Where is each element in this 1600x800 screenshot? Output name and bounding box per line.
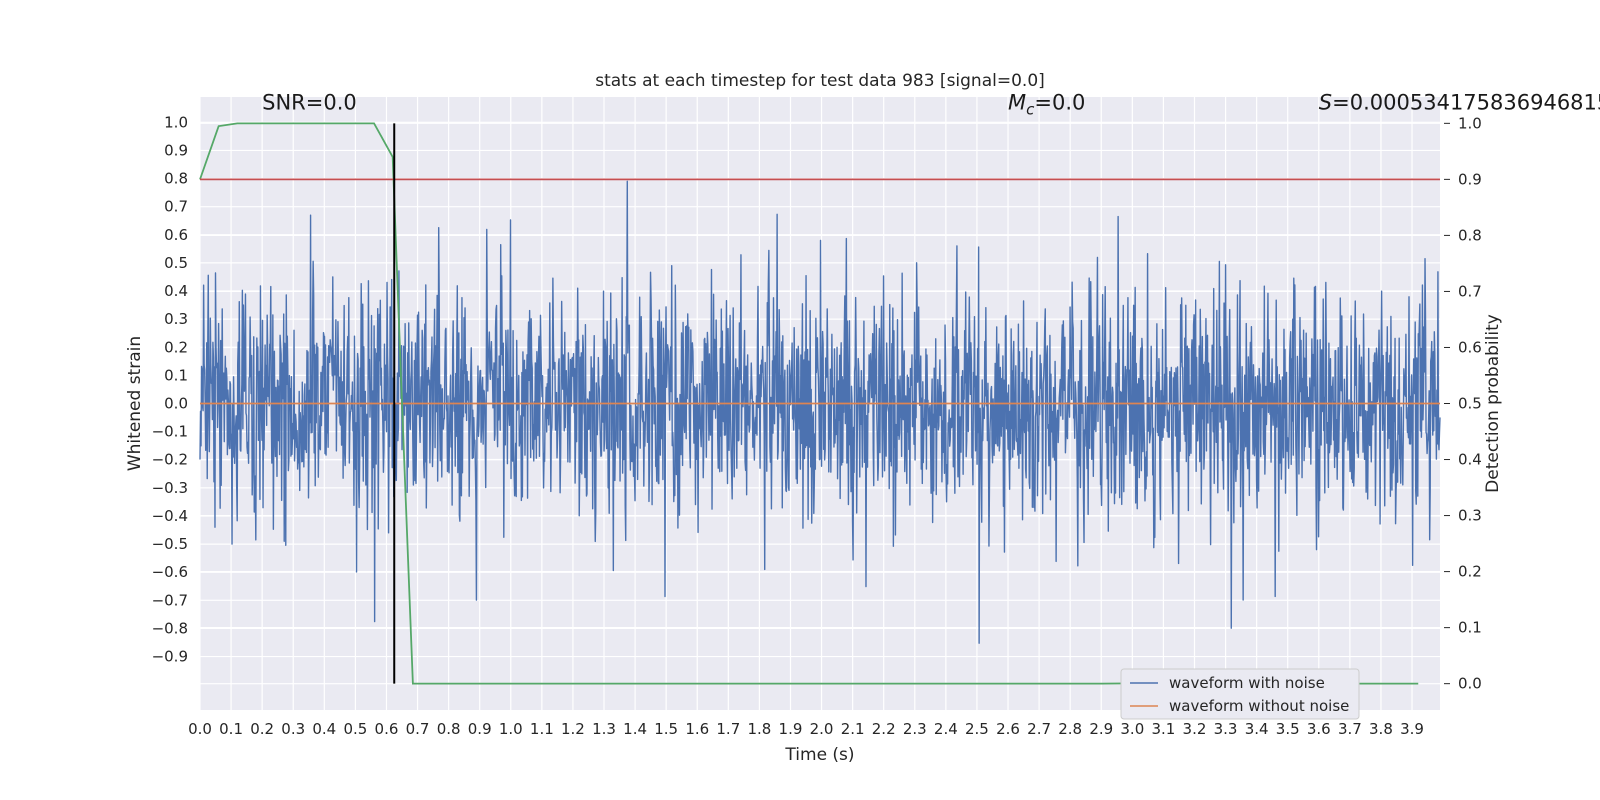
x-tick-label: 1.2 bbox=[561, 720, 585, 738]
legend-label-waveform-without-noise: waveform without noise bbox=[1169, 697, 1349, 715]
x-tick-label: 3.6 bbox=[1307, 720, 1331, 738]
x-tick-label: 2.7 bbox=[1027, 720, 1051, 738]
y2-tick-label: 0.4 bbox=[1458, 451, 1482, 469]
x-axis-label: Time (s) bbox=[784, 745, 854, 765]
y-tick-label: −0.9 bbox=[152, 648, 188, 666]
y-tick-label: 0.3 bbox=[164, 310, 188, 328]
y2-tick-label: 1.0 bbox=[1458, 114, 1482, 132]
x-tick-label: 3.7 bbox=[1338, 720, 1362, 738]
x-tick-label: 0.8 bbox=[437, 720, 461, 738]
y2-tick-label: 0.1 bbox=[1458, 619, 1482, 637]
x-tick-label: 0.5 bbox=[343, 720, 367, 738]
y2-tick-label: 0.0 bbox=[1458, 675, 1482, 693]
x-tick-label: 0.9 bbox=[468, 720, 492, 738]
legend-label-waveform-with-noise: waveform with noise bbox=[1169, 674, 1325, 692]
chart-title: stats at each timestep for test data 983… bbox=[595, 71, 1045, 91]
y2-axis-label: Detection probability bbox=[1483, 314, 1503, 493]
x-tick-label: 1.0 bbox=[499, 720, 523, 738]
annotation-s-symbol: S bbox=[1319, 91, 1332, 115]
x-tick-label: 0.1 bbox=[219, 720, 243, 738]
y-tick-label: 0.5 bbox=[164, 254, 188, 272]
y-tick-label: 1.0 bbox=[164, 113, 188, 131]
y2-tick-label: 0.3 bbox=[1458, 507, 1482, 525]
y-tick-label: −0.5 bbox=[152, 535, 188, 553]
y-tick-label: 0.6 bbox=[164, 226, 188, 244]
x-tick-label: 3.0 bbox=[1120, 720, 1144, 738]
y2-tick-label: 0.7 bbox=[1458, 282, 1482, 300]
x-tick-label: 2.6 bbox=[996, 720, 1020, 738]
x-tick-label: 1.3 bbox=[592, 720, 616, 738]
annotation-mc-subscript: c bbox=[1026, 101, 1035, 119]
x-tick-label: 3.3 bbox=[1214, 720, 1238, 738]
x-tick-label: 0.0 bbox=[188, 720, 212, 738]
y-tick-label: 0.2 bbox=[164, 338, 188, 356]
x-tick-label: 1.5 bbox=[654, 720, 678, 738]
x-tick-label: 2.3 bbox=[903, 720, 927, 738]
x-tick-label: 3.2 bbox=[1183, 720, 1207, 738]
x-tick-label: 0.4 bbox=[312, 720, 336, 738]
series-waveform-with-noise bbox=[199, 180, 1441, 644]
x-tick-label: 3.4 bbox=[1245, 720, 1269, 738]
x-tick-label: 3.1 bbox=[1151, 720, 1175, 738]
y-tick-label: 0.7 bbox=[164, 198, 188, 216]
x-tick-label: 0.7 bbox=[406, 720, 430, 738]
x-tick-label: 1.7 bbox=[716, 720, 740, 738]
y-tick-label: −0.1 bbox=[152, 423, 188, 441]
x-tick-label: 1.1 bbox=[530, 720, 554, 738]
x-tick-label: 2.2 bbox=[872, 720, 896, 738]
x-tick-label: 3.5 bbox=[1276, 720, 1300, 738]
y-tick-label: 0.0 bbox=[164, 395, 188, 413]
x-tick-label: 3.9 bbox=[1400, 720, 1424, 738]
x-tick-label: 3.8 bbox=[1369, 720, 1393, 738]
y-tick-label: −0.6 bbox=[152, 563, 188, 581]
y-tick-label: −0.7 bbox=[152, 591, 188, 609]
y-tick-label: 0.4 bbox=[164, 282, 188, 300]
x-tick-label: 2.0 bbox=[810, 720, 834, 738]
y-tick-label: −0.4 bbox=[152, 507, 188, 525]
legend-box bbox=[1120, 668, 1360, 720]
y-tick-label: 0.8 bbox=[164, 170, 188, 188]
y2-tick-label: 0.2 bbox=[1458, 563, 1482, 581]
y2-tick-label: 0.6 bbox=[1458, 338, 1482, 356]
x-tick-label: 2.4 bbox=[934, 720, 958, 738]
x-tick-label: 1.6 bbox=[685, 720, 709, 738]
x-axis-ticks: 0.0 0.1 0.2 0.3 0.4 0.5 0.6 0.7 0.8 0.9 1.0 1.1 1.2 1… bbox=[188, 720, 1424, 738]
y2-tick-label: 0.9 bbox=[1458, 170, 1482, 188]
x-tick-label: 2.9 bbox=[1089, 720, 1113, 738]
annotation-mc-symbol: M bbox=[1008, 91, 1026, 115]
x-tick-label: 0.2 bbox=[250, 720, 274, 738]
y-tick-label: −0.8 bbox=[152, 619, 188, 637]
y-tick-label: −0.2 bbox=[152, 451, 188, 469]
y-tick-label: −0.3 bbox=[152, 479, 188, 497]
x-tick-label: 2.1 bbox=[841, 720, 865, 738]
x-tick-label: 1.9 bbox=[779, 720, 803, 738]
y-axis-ticks: 1.0 0.9 0.8 0.7 0.6 0.5 0.4 0.3 0.2 0.1 0.0 −0.1 −0.… bbox=[152, 113, 188, 665]
noise-trace bbox=[199, 180, 1441, 644]
x-tick-label: 2.8 bbox=[1058, 720, 1082, 738]
x-tick-label: 1.4 bbox=[623, 720, 647, 738]
y-tick-label: 0.9 bbox=[164, 141, 188, 159]
legend: waveform with noise waveform without noi… bbox=[1120, 668, 1360, 720]
x-tick-label: 2.5 bbox=[965, 720, 989, 738]
x-tick-label: 0.3 bbox=[281, 720, 305, 738]
annotation-s-value: =0.0005341758369468158 bbox=[1332, 91, 1600, 115]
y-axis-label: Whitened strain bbox=[125, 336, 145, 471]
y2-tick-label: 0.5 bbox=[1458, 395, 1482, 413]
annotation-mc-value: =0.0 bbox=[1034, 91, 1085, 115]
y-tick-label: 0.1 bbox=[164, 366, 188, 384]
annotation-s: S=0.0005341758369468158 bbox=[1319, 91, 1600, 115]
annotation-snr: SNR=0.0 bbox=[262, 91, 357, 115]
x-tick-label: 0.6 bbox=[375, 720, 399, 738]
y2-axis-ticks: 1.0 0.9 0.8 0.7 0.6 0.5 0.4 0.3 0.2 0.1 0.0 bbox=[1444, 114, 1482, 693]
y2-tick-label: 0.8 bbox=[1458, 226, 1482, 244]
annotation-chirp-mass: Mc=0.0 bbox=[1008, 91, 1085, 119]
x-tick-label: 1.8 bbox=[747, 720, 771, 738]
